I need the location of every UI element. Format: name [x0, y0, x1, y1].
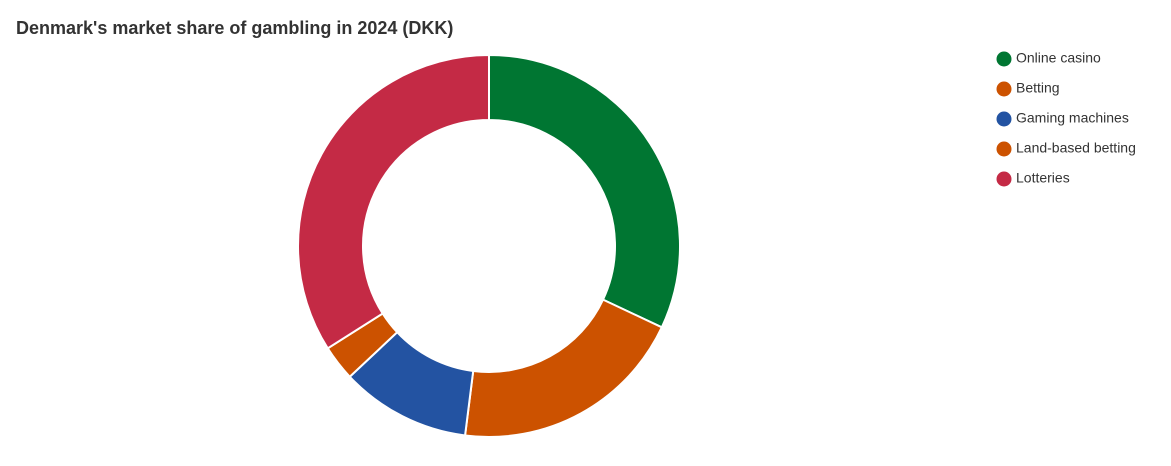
legend-label: Gaming machines: [1016, 110, 1129, 126]
legend-swatch: [996, 141, 1012, 157]
legend-label: Online casino: [1016, 50, 1101, 66]
legend-swatch: [996, 51, 1012, 67]
legend-swatch: [996, 111, 1012, 127]
chart-title: Denmark's market share of gambling in 20…: [16, 18, 453, 38]
legend-label: Betting: [1016, 80, 1060, 96]
legend-swatch: [996, 81, 1012, 97]
legend-label: Lotteries: [1016, 170, 1070, 186]
slice: [488, 53, 681, 329]
slice: [463, 298, 664, 438]
legend-swatch: [996, 171, 1012, 187]
legend-label: Land-based betting: [1016, 140, 1136, 156]
slice: [297, 53, 490, 350]
